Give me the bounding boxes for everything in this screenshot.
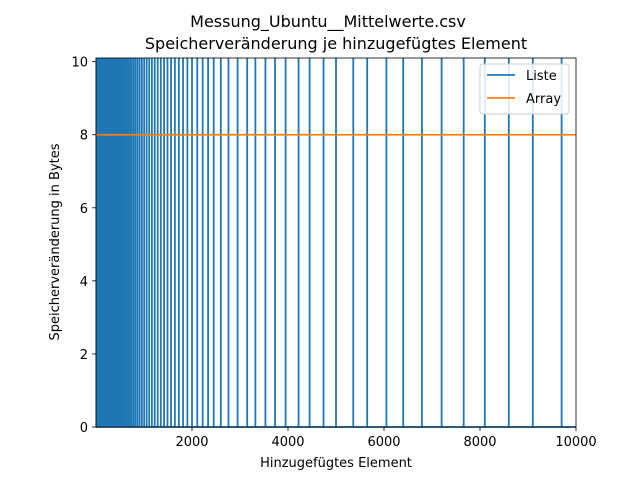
y-tick-label: 4	[80, 275, 88, 290]
legend-label-liste: Liste	[526, 69, 557, 84]
y-tick-label: 2	[80, 348, 88, 363]
x-tick-label: 2000	[175, 435, 208, 450]
x-tick-label: 8000	[463, 435, 496, 450]
y-tick-label: 8	[80, 129, 88, 144]
plot-frame	[95, 57, 577, 428]
y-tick-label: 0	[80, 421, 88, 436]
chart-title: Messung_Ubuntu__Mittelwerte.csv	[190, 12, 466, 32]
plot-area	[95, 58, 576, 428]
y-axis-label: Speicherveränderung in Bytes	[48, 143, 63, 340]
x-axis-label: Hinzugefügtes Element	[260, 456, 412, 471]
y-tick-label: 10	[71, 56, 88, 71]
legend-box	[479, 63, 570, 115]
chart-subtitle: Speicherveränderung je hinzugefügtes Ele…	[145, 34, 527, 53]
x-tick-label: 10000	[555, 435, 596, 450]
x-tick-label: 6000	[367, 435, 400, 450]
legend: Liste Array	[479, 63, 570, 115]
legend-label-array: Array	[526, 92, 561, 107]
x-axis: 2000 4000 6000 8000 10000	[175, 427, 597, 450]
y-axis: 0 2 4 6 8 10	[71, 56, 96, 436]
y-tick-label: 6	[80, 202, 88, 217]
x-tick-label: 4000	[271, 435, 304, 450]
